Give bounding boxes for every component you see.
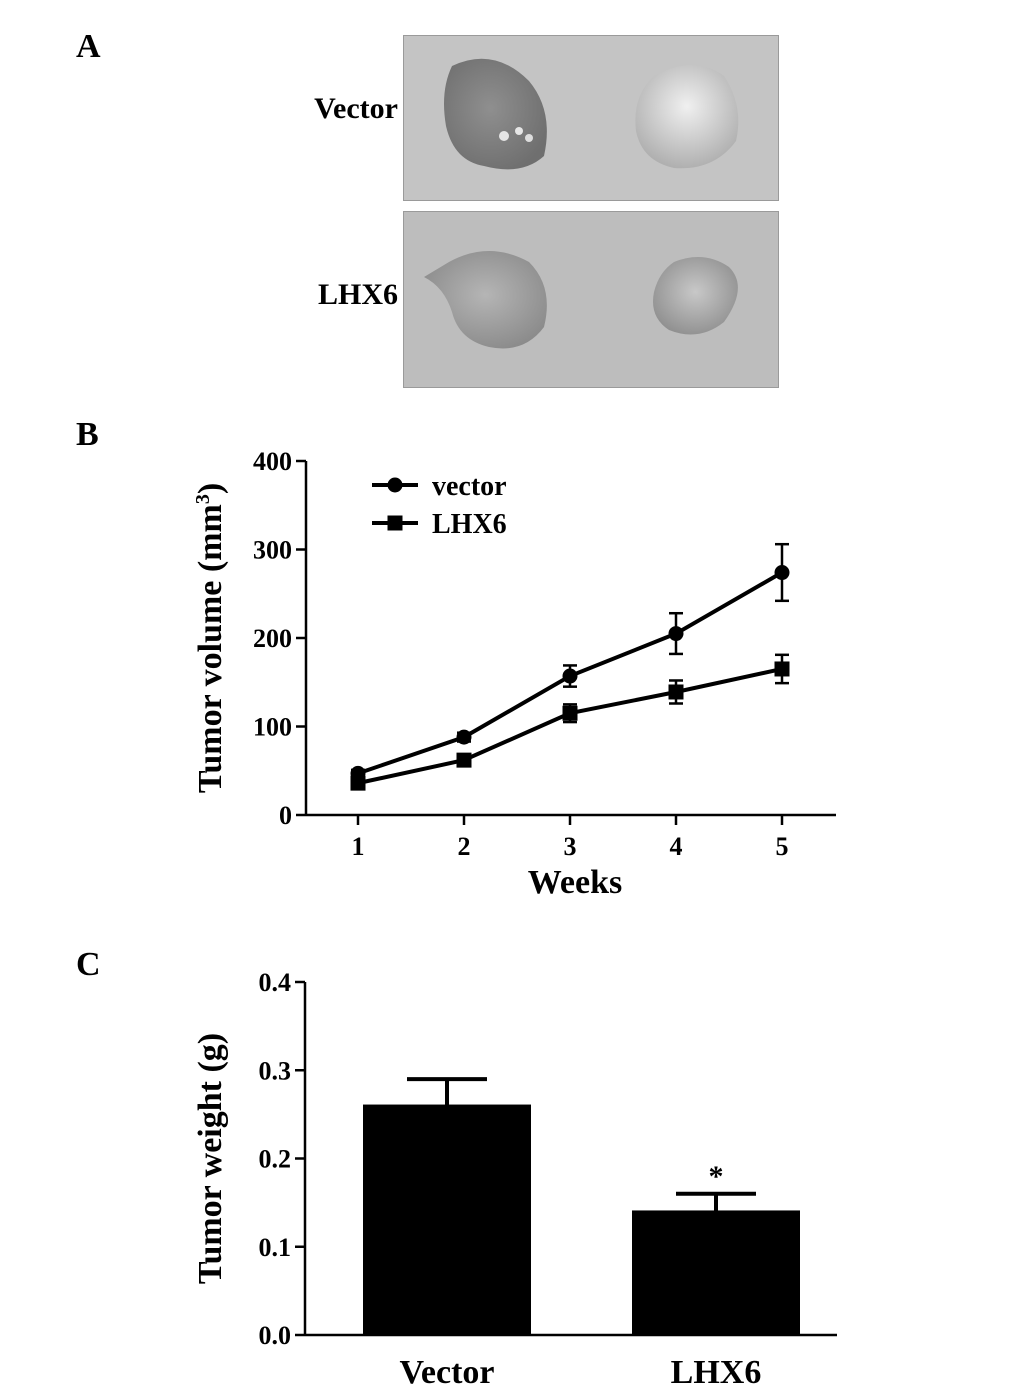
data-point bbox=[456, 729, 472, 745]
photo-row-label-vector: Vector bbox=[314, 92, 398, 125]
legend-label: LHX6 bbox=[432, 509, 507, 540]
y-ticks: 0 100 200 300 400 bbox=[253, 447, 306, 830]
x-tick-label: 3 bbox=[564, 832, 577, 861]
legend-item-vector: vector bbox=[372, 471, 507, 502]
tumor-photo-vector bbox=[403, 35, 779, 201]
y-axis-label: Tumor weight (g) bbox=[192, 1033, 229, 1284]
legend: vector LHX6 bbox=[372, 471, 507, 540]
tumor-vector-right bbox=[635, 65, 739, 169]
tumor-weight-bar-chart: 0.0 0.1 0.2 0.3 0.4 Vector LHX6 * Tumor weight… bbox=[192, 968, 837, 1391]
y-tick-label: 0.2 bbox=[259, 1145, 292, 1174]
x-tick-label: 4 bbox=[670, 832, 683, 861]
panel-letter-b: B bbox=[76, 416, 99, 453]
y-tick-label: 0.0 bbox=[259, 1321, 292, 1350]
legend-marker bbox=[387, 477, 403, 493]
panel-letter-c: C bbox=[76, 946, 101, 983]
y-tick-label: 0.1 bbox=[259, 1233, 292, 1262]
x-tick-label: 5 bbox=[776, 832, 789, 861]
panel-letter-a: A bbox=[76, 28, 101, 65]
legend-label: vector bbox=[432, 471, 507, 502]
bar-group-lhx6: LHX6 * bbox=[632, 1160, 800, 1391]
bar-group-vector: Vector bbox=[363, 1077, 531, 1391]
data-point bbox=[774, 661, 790, 677]
y-tick-label: 0.3 bbox=[259, 1056, 292, 1085]
x-tick-label: 1 bbox=[352, 832, 365, 861]
bar bbox=[363, 1104, 531, 1337]
data-point bbox=[668, 626, 684, 642]
photo-row-label-lhx6: LHX6 bbox=[317, 278, 398, 311]
data-point bbox=[350, 775, 366, 791]
tumor-photo-lhx6 bbox=[403, 211, 779, 388]
series bbox=[350, 542, 790, 791]
data-point bbox=[774, 565, 790, 581]
data-point bbox=[668, 684, 684, 700]
y-tick-label: 0.4 bbox=[259, 968, 292, 997]
y-ticks: 0.0 0.1 0.2 0.3 0.4 bbox=[259, 968, 305, 1350]
y-tick-label: 300 bbox=[253, 536, 292, 565]
significance-marker: * bbox=[709, 1160, 724, 1193]
x-category-label: Vector bbox=[399, 1354, 494, 1391]
y-axis-label: Tumor volume (mm3) bbox=[192, 483, 229, 793]
tumor-vector-left bbox=[444, 58, 547, 170]
series-lhx6 bbox=[350, 653, 790, 791]
bars: Vector LHX6 * bbox=[363, 1077, 800, 1391]
data-point bbox=[456, 752, 472, 768]
y-tick-label: 400 bbox=[253, 447, 292, 476]
y-tick-label: 100 bbox=[253, 713, 292, 742]
x-ticks: 1 2 3 4 5 bbox=[352, 815, 789, 861]
tumor-lhx6-left bbox=[424, 251, 547, 349]
series-vector bbox=[350, 542, 790, 781]
y-tick-label: 0 bbox=[279, 801, 292, 830]
x-axis-label: Weeks bbox=[528, 864, 622, 901]
tumor-volume-line-chart: 0 100 200 300 400 1 2 3 4 5 vector LHX6 Weeks Tum… bbox=[192, 447, 836, 901]
tumor-lhx6-right bbox=[653, 257, 738, 335]
bar bbox=[632, 1210, 800, 1336]
x-category-label: LHX6 bbox=[671, 1354, 762, 1391]
legend-item-lhx6: LHX6 bbox=[372, 509, 507, 540]
legend-marker bbox=[387, 515, 403, 531]
x-tick-label: 2 bbox=[458, 832, 471, 861]
data-point bbox=[562, 668, 578, 684]
y-tick-label: 200 bbox=[253, 624, 292, 653]
data-point bbox=[562, 705, 578, 721]
